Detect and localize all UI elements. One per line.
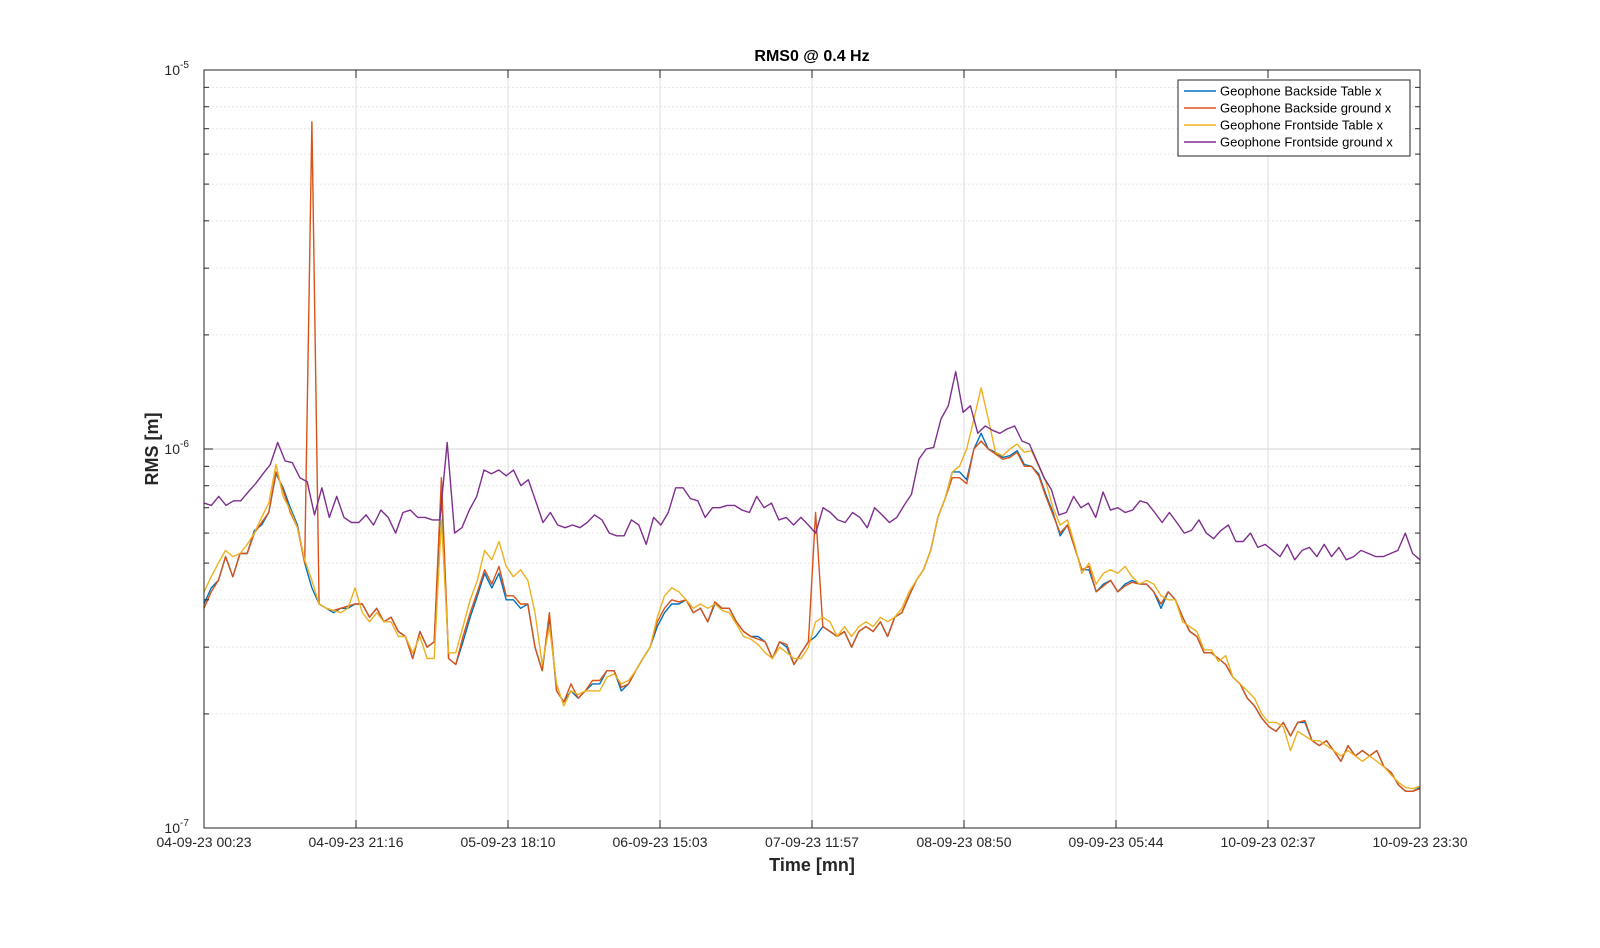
legend-entry-label: Geophone Backside ground x: [1220, 101, 1392, 116]
series-layer: [203, 121, 1421, 792]
x-tick-label: 06-09-23 15:03: [613, 834, 708, 850]
y-tick-label: 10 -5: [164, 60, 189, 78]
x-tick-label: 10-09-23 23:30: [1373, 834, 1468, 850]
x-axis-title: Time [mn]: [769, 855, 855, 875]
legend-box: [1177, 79, 1411, 157]
y-tick-base: 10: [164, 62, 180, 78]
x-tick-label: 05-09-23 18:10: [461, 834, 556, 850]
y-tick-base: 10: [164, 441, 180, 457]
y-tick-label: 10 -7: [164, 818, 189, 836]
x-tick-label: 10-09-23 02:37: [1221, 834, 1316, 850]
y-tick-exponent: -7: [180, 818, 189, 829]
grid-lines: [204, 70, 1420, 828]
x-tick-label: 04-09-23 00:23: [157, 834, 252, 850]
y-tick-label: 10 -6: [164, 439, 189, 457]
x-tick-label: 09-09-23 05:44: [1069, 834, 1164, 850]
series-line-3: [203, 387, 1421, 790]
legend-entry-label: Geophone Backside Table x: [1220, 84, 1382, 99]
axis-ticks: [203, 69, 1421, 829]
series-line-4: [203, 370, 1421, 561]
x-tick-label: 08-09-23 08:50: [917, 834, 1012, 850]
legend: Geophone Backside Table x Geophone Backsi…: [1177, 79, 1411, 157]
y-tick-base: 10: [164, 820, 180, 836]
x-tick-label: 04-09-23 21:16: [309, 834, 404, 850]
chart-title: RMS0 @ 0.4 Hz: [754, 48, 869, 65]
y-tick-exponent: -6: [180, 439, 189, 450]
legend-entry-label: Geophone Frontside Table x: [1220, 118, 1384, 133]
x-tick-labels: 04-09-23 00:23 04-09-23 21:16 05-09-23 18:…: [157, 834, 1468, 850]
y-tick-exponent: -5: [180, 60, 189, 71]
y-tick-labels: 10-710-610-5: [164, 60, 189, 836]
y-axis-title: RMS [m]: [142, 413, 162, 486]
legend-entry-label: Geophone Frontside ground x: [1220, 135, 1393, 150]
x-tick-label: 07-09-23 11:57: [765, 834, 859, 850]
